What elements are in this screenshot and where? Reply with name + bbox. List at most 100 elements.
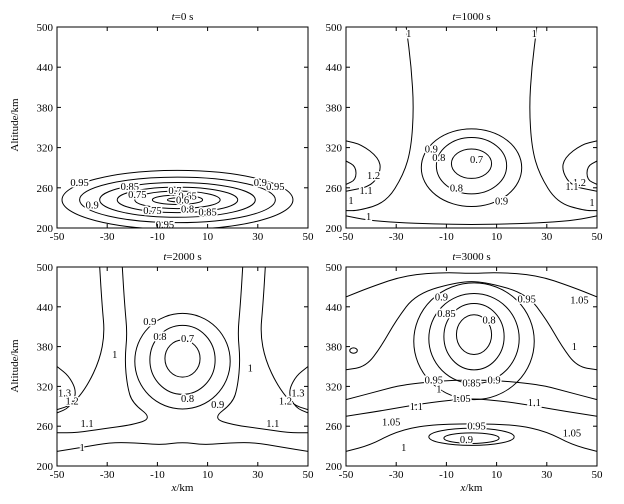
contour-label: 0.75 <box>128 190 146 201</box>
contour-label: 1.05 <box>570 296 588 307</box>
contour-line <box>57 366 76 414</box>
contour-label: 0.95 <box>70 178 88 189</box>
contour-label: 1 <box>348 196 353 207</box>
y-tick-label: 440 <box>37 62 54 74</box>
contour-label: 0.8 <box>483 316 496 327</box>
y-axis-label-bottom: Altitude/km <box>9 339 21 393</box>
y-tick-label: 500 <box>326 22 343 34</box>
x-axis-label: x/km <box>170 482 193 494</box>
contour-label: 0.95 <box>156 220 174 231</box>
contour-label: 0.9 <box>86 201 99 212</box>
contour-line <box>57 267 148 434</box>
contour-lines <box>346 27 597 225</box>
y-tick-label: 500 <box>326 262 343 274</box>
contour-label: 0.8 <box>153 332 166 343</box>
y-tick-label: 200 <box>37 223 54 235</box>
plot-frame <box>345 266 598 467</box>
contour-label: 0.85 <box>198 207 216 218</box>
contour-line <box>529 27 597 212</box>
contour-line <box>420 128 523 208</box>
x-axis-label: x/km <box>459 482 482 494</box>
contour-line <box>99 181 256 218</box>
panel-title: t=0 s <box>172 11 194 23</box>
contour-line <box>435 137 508 195</box>
y-tick-label: 320 <box>37 143 54 155</box>
contour-label: 1.05 <box>382 418 400 429</box>
contour-label: 0.85 <box>121 182 139 193</box>
contour-label: 1.3 <box>291 389 304 400</box>
contour-label: 0.9 <box>254 178 267 189</box>
contour-line <box>134 190 221 210</box>
x-tick-label: -30 <box>100 469 115 481</box>
contour-label: 0.95 <box>266 182 284 193</box>
contour-label: 0.8 <box>181 394 194 405</box>
contour-line <box>346 160 357 185</box>
contour-line <box>346 272 597 298</box>
contour-label: 1.2 <box>279 396 292 407</box>
y-tick-label: 200 <box>326 461 343 473</box>
y-tick-label: 200 <box>326 223 343 235</box>
contour-lines <box>57 267 308 452</box>
y-tick-label: 200 <box>37 461 54 473</box>
contour-line <box>134 312 231 410</box>
contour-label: 1 <box>401 443 406 454</box>
panel-title: t=2000 s <box>163 251 201 263</box>
x-tick-label: -30 <box>389 469 404 481</box>
contour-label: 1.1 <box>266 419 279 430</box>
y-tick-label: 260 <box>37 421 54 433</box>
contour-line <box>346 423 597 452</box>
contour-label: 0.7 <box>181 334 194 345</box>
contour-line <box>217 267 308 434</box>
contour-panel-2: t=1000 s1 10.90.8 0.70.80.91.21.11.21.1111… <box>326 11 604 243</box>
contour-line <box>346 140 381 192</box>
x-tick-label: 30 <box>541 231 553 243</box>
x-tick-label: -30 <box>100 231 115 243</box>
contour-label: 1 <box>112 350 117 361</box>
contour-line <box>149 324 216 395</box>
contour-label: 0.9 <box>425 144 438 155</box>
panel-title: t=1000 s <box>452 11 490 23</box>
contour-label: 1 <box>248 363 253 374</box>
contour-label: 1.05 <box>563 428 581 439</box>
contour-line <box>455 314 493 356</box>
contour-line <box>346 398 597 417</box>
y-tick-label: 260 <box>326 183 343 195</box>
y-tick-label: 500 <box>37 262 54 274</box>
x-tick-label: -10 <box>439 469 454 481</box>
contour-line <box>346 27 414 212</box>
contour-line <box>443 432 500 444</box>
contour-label: 1.2 <box>367 171 380 182</box>
x-tick-label: 30 <box>252 231 264 243</box>
contour-label: 0.9 <box>435 292 448 303</box>
y-tick-label: 440 <box>326 302 343 314</box>
contour-line <box>61 169 294 228</box>
x-tick-label: -50 <box>50 469 65 481</box>
contour-line <box>116 186 239 214</box>
contour-line <box>164 339 201 378</box>
contour-line <box>346 215 597 225</box>
contour-label: 0.95 <box>467 422 485 433</box>
x-tick-label: 50 <box>303 469 315 481</box>
y-tick-label: 380 <box>37 342 54 354</box>
contour-label: 1 <box>366 212 371 223</box>
contour-line <box>428 293 520 385</box>
contour-line <box>166 197 189 203</box>
contour-label: 1.1 <box>81 419 94 430</box>
contour-label: 0.85 <box>437 309 455 320</box>
y-tick-label: 440 <box>37 302 54 314</box>
contour-label: 1 <box>406 29 411 40</box>
contour-label: 1.1 <box>565 182 578 193</box>
contour-lines <box>346 272 597 452</box>
y-tick-label: 380 <box>37 102 54 114</box>
x-tick-label: 50 <box>592 469 604 481</box>
contour-label: 1.2 <box>65 396 78 407</box>
y-tick-label: 380 <box>326 102 343 114</box>
contour-label: 1.3 <box>58 389 71 400</box>
contour-label: 0.95 <box>518 294 536 305</box>
contour-label: 0.9 <box>143 317 156 328</box>
contour-label: 0.75 <box>143 206 161 217</box>
contour-line <box>443 302 505 371</box>
contour-label: 1 <box>436 385 441 396</box>
